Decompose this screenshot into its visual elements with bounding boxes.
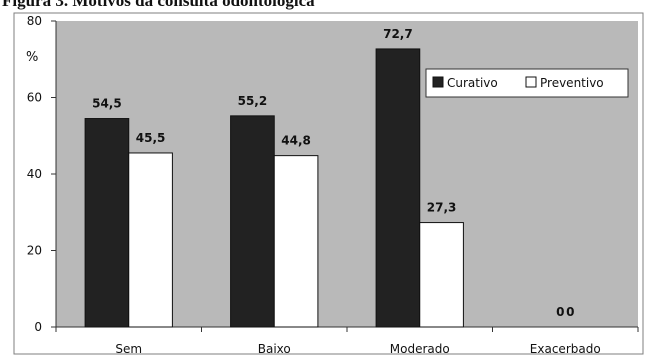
legend-swatch-curativo bbox=[432, 76, 444, 88]
y-axis-unit-label: % bbox=[26, 50, 38, 65]
y-tick-label: 20 bbox=[27, 244, 42, 258]
legend-label-preventivo: Preventivo bbox=[540, 76, 604, 90]
y-tick-label: 40 bbox=[27, 167, 42, 181]
x-category-label: Exacerbado bbox=[530, 342, 601, 355]
data-label: 54,5 bbox=[92, 97, 122, 111]
y-tick-label: 0 bbox=[34, 320, 42, 334]
bar-preventivo bbox=[419, 222, 464, 328]
legend: Curativo Preventivo bbox=[425, 68, 629, 98]
x-axis: Sem Baixo Moderado Exacerbado bbox=[55, 326, 639, 355]
figure-title: Figura 3. Motivos da consulta odontológi… bbox=[2, 0, 315, 11]
figure-number: Figura 3. bbox=[2, 0, 69, 10]
legend-swatch-preventivo bbox=[525, 76, 537, 88]
data-label: 55,2 bbox=[238, 94, 268, 108]
data-label: 72,7 bbox=[383, 27, 413, 41]
bar-preventivo bbox=[128, 152, 173, 328]
data-labels: 54,5 55,2 72,7 0 45,5 44,8 27,3 0 bbox=[92, 27, 574, 319]
bar-curativo bbox=[375, 48, 421, 328]
data-label: 27,3 bbox=[427, 201, 457, 215]
x-category-label: Baixo bbox=[258, 342, 291, 355]
x-category-label: Moderado bbox=[390, 342, 450, 355]
y-tick-label: 60 bbox=[27, 91, 42, 105]
legend-label-curativo: Curativo bbox=[447, 76, 498, 90]
y-axis: 0 20 40 60 80 bbox=[27, 14, 57, 334]
y-tick-label: 80 bbox=[27, 14, 42, 28]
data-label: 45,5 bbox=[136, 131, 166, 145]
data-label: 0 bbox=[566, 305, 574, 319]
bar-curativo bbox=[230, 115, 275, 328]
bar-curativo bbox=[84, 118, 130, 328]
x-category-label: Sem bbox=[115, 342, 142, 355]
bar-preventivo bbox=[273, 155, 319, 328]
data-label: 44,8 bbox=[281, 134, 311, 148]
data-label: 0 bbox=[556, 305, 564, 319]
figure-caption: Motivos da consulta odontológica bbox=[68, 0, 315, 10]
bars bbox=[84, 48, 464, 328]
